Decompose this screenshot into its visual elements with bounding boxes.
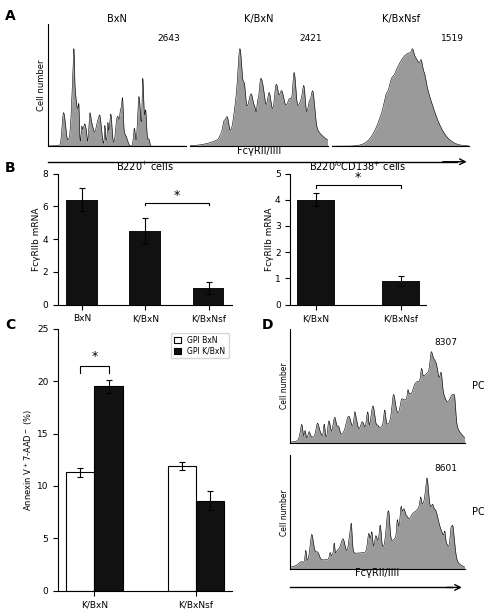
Y-axis label: Cell number: Cell number [37, 60, 45, 111]
Title: K/BxNsf: K/BxNsf [382, 13, 420, 24]
Bar [193, 288, 225, 304]
Text: 8601: 8601 [435, 464, 458, 473]
Legend: GPI BxN, GPI K/BxN: GPI BxN, GPI K/BxN [170, 333, 228, 358]
Y-axis label: FcγRIIb mRNA: FcγRIIb mRNA [32, 207, 41, 271]
Y-axis label: Annexin V$^+$7-AAD$^-$ (%): Annexin V$^+$7-AAD$^-$ (%) [23, 409, 35, 511]
Text: D: D [261, 318, 273, 332]
Text: 2421: 2421 [300, 34, 322, 43]
Text: *: * [174, 189, 180, 202]
Bar [129, 231, 161, 304]
Bar [66, 200, 98, 304]
Text: 1519: 1519 [441, 34, 464, 43]
Bar [94, 387, 123, 591]
Bar [167, 466, 196, 591]
Bar [66, 473, 94, 591]
Text: FcγRII/IIII: FcγRII/IIII [237, 146, 281, 156]
Y-axis label: Cell number: Cell number [280, 362, 289, 409]
Text: FcγRII/IIII: FcγRII/IIII [355, 568, 400, 578]
Text: *: * [91, 350, 98, 364]
Text: 8307: 8307 [435, 338, 458, 347]
Text: PC+Treg: PC+Treg [471, 507, 484, 517]
Text: C: C [5, 318, 15, 332]
Title: K/BxN: K/BxN [244, 13, 273, 24]
Text: 2643: 2643 [157, 34, 180, 43]
Y-axis label: FcγRIIb mRNA: FcγRIIb mRNA [265, 207, 273, 271]
Text: PC: PC [471, 381, 484, 391]
Y-axis label: Cell number: Cell number [280, 489, 289, 536]
Text: A: A [5, 9, 15, 23]
Bar [196, 501, 225, 591]
Title: BxN: BxN [107, 13, 127, 24]
Text: B: B [5, 161, 15, 175]
Text: *: * [355, 171, 361, 184]
Bar [297, 200, 335, 304]
Bar [381, 281, 420, 304]
Title: B220$^{lo}$CD138$^{+}$ cells: B220$^{lo}$CD138$^{+}$ cells [309, 159, 407, 173]
Title: B220$^{+}$ cells: B220$^{+}$ cells [116, 160, 174, 173]
